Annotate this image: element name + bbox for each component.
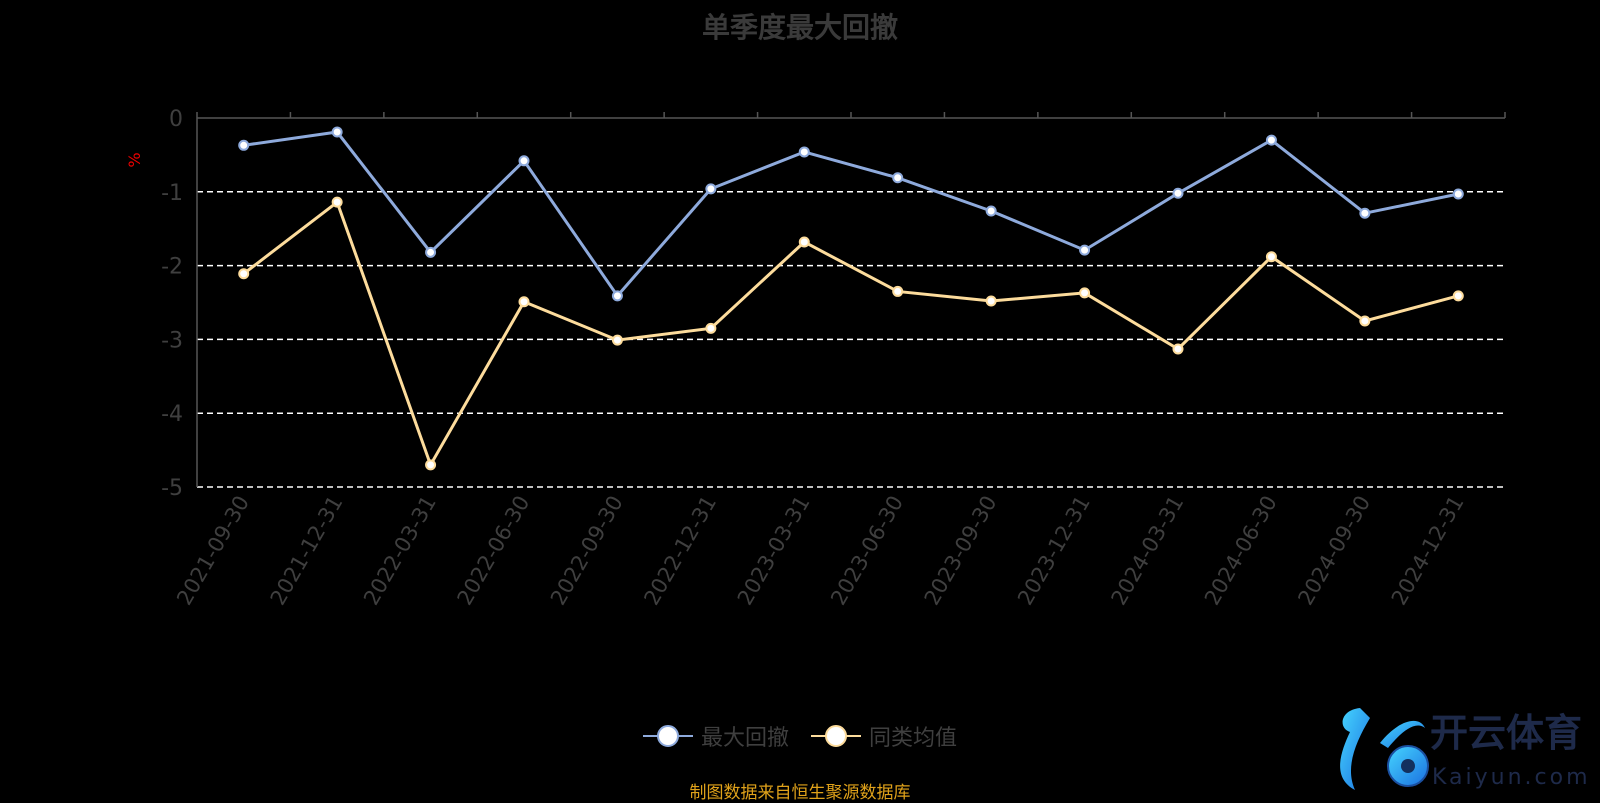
data-point xyxy=(611,334,623,346)
data-point xyxy=(985,205,997,217)
data-point xyxy=(238,268,250,280)
x-tick-label: 2024-12-31 xyxy=(1387,492,1469,610)
legend-item-series-1[interactable]: 同类均值 xyxy=(811,720,957,752)
kaiyun-logo: 开云体育 Kaiyun.com xyxy=(1340,708,1591,790)
data-point xyxy=(892,172,904,184)
data-point xyxy=(1079,287,1091,299)
x-tick-label: 2023-12-31 xyxy=(1013,492,1095,610)
data-point xyxy=(1079,244,1091,256)
x-tick-label: 2022-12-31 xyxy=(639,492,721,610)
y-axis-label: % xyxy=(125,152,144,167)
legend-label: 最大回撤 xyxy=(700,726,789,751)
x-tick-label: 2022-03-31 xyxy=(359,491,441,609)
x-tick-label: 2021-12-31 xyxy=(266,492,348,610)
y-tick-label: -5 xyxy=(161,476,183,501)
data-point xyxy=(1452,290,1464,302)
y-tick-label: -4 xyxy=(161,402,183,427)
y-tick-label: -3 xyxy=(161,328,183,353)
x-tick-label: 2024-03-31 xyxy=(1107,492,1189,610)
data-point xyxy=(331,196,343,208)
data-point xyxy=(985,295,997,307)
data-point xyxy=(1265,134,1277,146)
data-point xyxy=(611,290,623,302)
data-point xyxy=(425,459,437,471)
legend-marker-icon xyxy=(642,725,693,747)
svg-text:开云体育: 开云体育 xyxy=(1430,711,1582,755)
data-point xyxy=(331,126,343,138)
data-point xyxy=(1265,251,1277,263)
x-tick-label: 2024-09-30 xyxy=(1293,492,1375,610)
x-tick-label: 2021-09-30 xyxy=(172,492,254,610)
legend-marker-icon xyxy=(811,725,861,747)
x-tick-label: 2023-06-30 xyxy=(826,492,908,610)
data-point xyxy=(518,155,530,167)
x-tick-label: 2022-06-30 xyxy=(453,492,535,610)
legend: 最大回撤 同类均值 xyxy=(0,720,1600,752)
data-point xyxy=(1359,315,1371,327)
data-point xyxy=(798,146,810,158)
x-tick-label: 2022-09-30 xyxy=(546,492,628,610)
x-tick-label: 2023-03-31 xyxy=(733,492,815,610)
data-point xyxy=(1452,188,1464,200)
data-point xyxy=(798,236,810,248)
legend-item-series-0[interactable]: 最大回撤 xyxy=(642,720,789,752)
x-tick-label: 2023-09-30 xyxy=(920,491,1002,609)
source-note: 制图数据来自恒生聚源数据库 xyxy=(689,783,911,803)
svg-text:Kaiyun.com: Kaiyun.com xyxy=(1432,765,1591,790)
legend-label: 同类均值 xyxy=(869,726,958,751)
x-tick-label: 2024-06-30 xyxy=(1200,492,1282,610)
y-tick-label: -1 xyxy=(161,181,183,206)
y-tick-label: 0 xyxy=(169,107,183,132)
data-point xyxy=(705,183,717,195)
data-point xyxy=(892,285,904,297)
y-tick-label: -2 xyxy=(161,255,183,280)
series-line-1 xyxy=(242,199,1459,469)
data-point xyxy=(518,296,530,308)
data-point xyxy=(1172,343,1184,355)
series-line-0 xyxy=(243,130,1459,299)
data-point xyxy=(1172,187,1184,199)
data-point xyxy=(425,246,437,258)
chart-title: 单季度最大回撤 xyxy=(701,11,898,44)
data-point xyxy=(705,322,717,334)
data-point xyxy=(238,139,250,151)
data-point xyxy=(1359,207,1371,219)
